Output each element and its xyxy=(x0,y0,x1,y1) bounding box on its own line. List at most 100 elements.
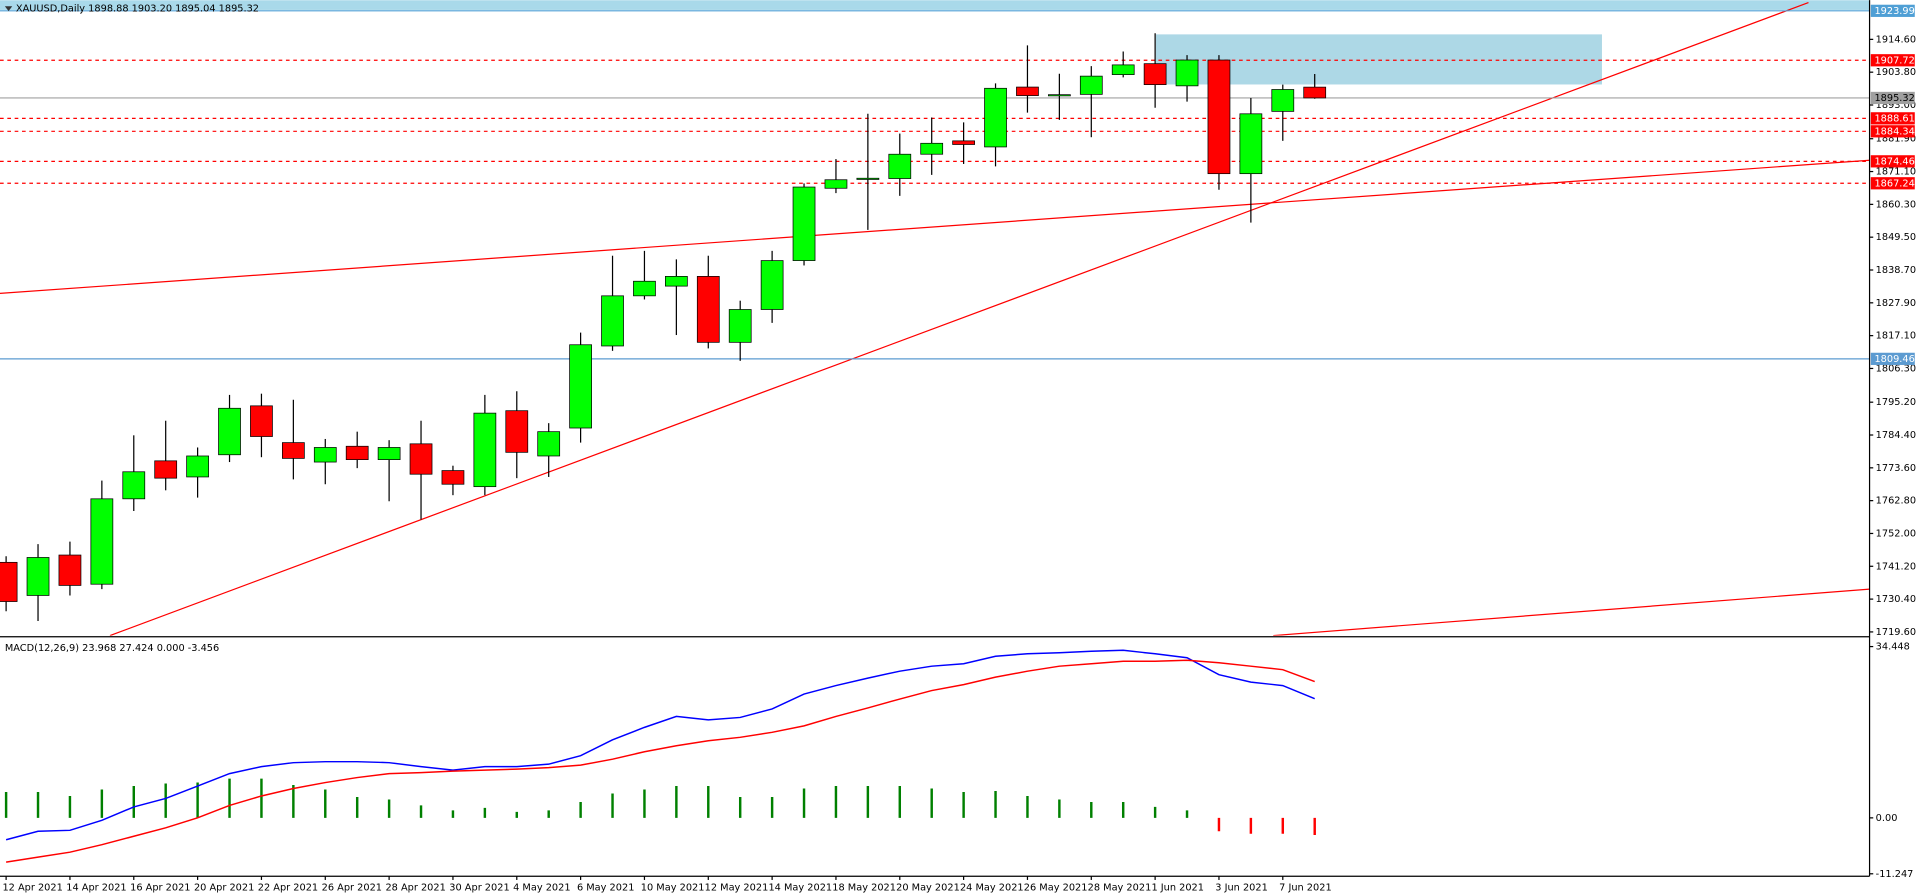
indicator-title: MACD(12,26,9) 23.968 27.424 0.000 -3.456 xyxy=(5,643,219,654)
y-tick-label: 1914.60 xyxy=(1876,34,1916,45)
candle-body xyxy=(122,471,146,500)
candle-body xyxy=(984,87,1007,148)
candle-body xyxy=(1239,113,1263,175)
price-level-box xyxy=(1870,177,1915,190)
price-level-label: 1874.46 xyxy=(1874,156,1914,167)
y-tick-label: 1871.10 xyxy=(1876,167,1916,178)
x-tick-label: 3 Jun 2021 xyxy=(1215,882,1268,893)
trend-line xyxy=(0,159,1870,295)
y-tick-label: 0.00 xyxy=(1876,813,1898,824)
trend-line xyxy=(1273,588,1870,636)
price-level-label: 1888.61 xyxy=(1874,113,1914,124)
candle-body xyxy=(792,186,816,261)
candle-body xyxy=(345,445,369,460)
x-tick-label: 22 Apr 2021 xyxy=(258,882,318,893)
candle-body xyxy=(537,431,561,457)
candle-body xyxy=(1271,89,1295,112)
candle-body xyxy=(1079,75,1103,95)
candle-body xyxy=(0,561,18,602)
candle-body xyxy=(760,260,784,310)
candle-body xyxy=(1111,64,1135,75)
x-tick-label: 30 Apr 2021 xyxy=(449,882,509,893)
x-tick-label: 18 May 2021 xyxy=(832,882,896,893)
y-tick-label: 1838.70 xyxy=(1876,265,1916,276)
price-level-label: 1923.99 xyxy=(1874,6,1914,17)
price-level-box xyxy=(1870,54,1915,67)
price-level-box xyxy=(1870,4,1915,17)
price-level-box xyxy=(1870,91,1915,105)
y-tick-label: 1881.90 xyxy=(1876,134,1916,145)
candle-body xyxy=(728,309,752,343)
candle-body xyxy=(569,344,592,429)
x-tick-label: 28 Apr 2021 xyxy=(385,882,445,893)
x-tick-label: 26 May 2021 xyxy=(1024,882,1088,893)
price-level-label: 1907.72 xyxy=(1874,55,1914,66)
x-tick-label: 4 May 2021 xyxy=(513,882,570,893)
candle-body xyxy=(377,447,401,460)
candle-body xyxy=(1175,59,1199,87)
y-tick-label: 1806.30 xyxy=(1876,363,1916,374)
candle-body xyxy=(218,407,241,456)
price-level-label: 1809.46 xyxy=(1874,354,1914,365)
candle-body xyxy=(1016,86,1039,96)
candle-body xyxy=(1048,94,1071,97)
candle-body xyxy=(186,455,209,478)
price-level-box xyxy=(1870,112,1915,125)
x-tick-label: 7 Jun 2021 xyxy=(1279,882,1332,893)
y-tick-label: 1773.60 xyxy=(1876,463,1916,474)
y-tick-label: 1903.80 xyxy=(1876,67,1916,78)
x-tick-label: 16 Apr 2021 xyxy=(130,882,190,893)
macd-marks xyxy=(4,649,1316,863)
candle-body xyxy=(1207,59,1231,175)
y-tick-label: 1827.90 xyxy=(1876,298,1916,309)
candle-body xyxy=(441,470,465,485)
candle-body xyxy=(952,140,975,145)
trend-line xyxy=(109,2,1809,636)
candles xyxy=(0,33,1327,621)
y-tick-label: 1795.20 xyxy=(1876,397,1916,408)
y-tick-label: 1849.50 xyxy=(1876,232,1916,243)
candle-body xyxy=(856,177,880,180)
candle-body xyxy=(601,295,624,347)
x-tick-label: 12 Apr 2021 xyxy=(2,882,62,893)
y-tick-label: 1860.30 xyxy=(1876,199,1916,210)
y-tick-label: 1893.00 xyxy=(1876,100,1916,111)
collapse-icon[interactable] xyxy=(4,6,13,12)
x-tick-label: 14 Apr 2021 xyxy=(66,882,126,893)
candle-body xyxy=(90,498,114,585)
y-tick-label: 1784.40 xyxy=(1876,430,1916,441)
x-tick-label: 28 May 2021 xyxy=(1088,882,1152,893)
x-tick-label: 12 May 2021 xyxy=(705,882,769,893)
candle-body xyxy=(281,442,305,459)
price-level-label: 1884.34 xyxy=(1874,126,1914,137)
candle-body xyxy=(473,412,497,488)
candle-body xyxy=(26,557,50,596)
x-tick-label: 20 Apr 2021 xyxy=(194,882,254,893)
y-tick-label: 1762.80 xyxy=(1876,496,1916,507)
candle-body xyxy=(313,447,337,463)
candle-body xyxy=(1303,86,1327,99)
x-tick-label: 10 May 2021 xyxy=(641,882,705,893)
candle-body xyxy=(505,410,529,453)
axes: 1914.60 1903.80 1893.00 1881.90 1871.10 1860.… xyxy=(2,4,1916,893)
y-tick-label: 1817.10 xyxy=(1876,331,1916,342)
levels xyxy=(0,10,1870,360)
y-tick-label: 1752.00 xyxy=(1876,528,1916,539)
y-tick-label: 34.448 xyxy=(1876,642,1910,653)
candle-body xyxy=(58,554,82,586)
candle-body xyxy=(888,153,912,179)
x-tick-label: 20 May 2021 xyxy=(896,882,960,893)
price-level-box xyxy=(1870,155,1915,168)
y-tick-label: -11.247 xyxy=(1876,869,1914,880)
y-tick-label: 1730.40 xyxy=(1876,594,1916,605)
indicator-line xyxy=(5,659,1315,863)
top-band xyxy=(0,0,1870,10)
x-tick-label: 26 Apr 2021 xyxy=(322,882,382,893)
indicator-line xyxy=(5,649,1315,841)
price-level-label: 1867.24 xyxy=(1874,178,1914,189)
y-tick-label: 1741.20 xyxy=(1876,561,1916,572)
x-tick-label: 24 May 2021 xyxy=(960,882,1024,893)
price-level-box xyxy=(1870,352,1915,365)
